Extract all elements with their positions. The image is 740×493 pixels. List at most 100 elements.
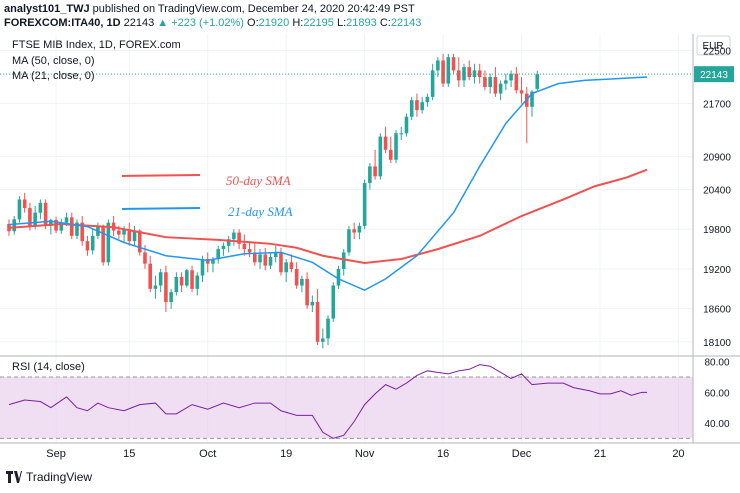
candle-body	[247, 249, 252, 253]
publish-info: analyst101_TWJ published on TradingView.…	[4, 3, 415, 15]
ma50-legend: MA (50, close, 0)	[12, 55, 95, 67]
sma21-legend-line	[121, 207, 201, 210]
time-tick-label: 20	[672, 448, 684, 460]
candle-body	[90, 235, 95, 251]
candle-body	[106, 222, 111, 263]
candle-body	[132, 230, 137, 242]
candle-body	[17, 199, 22, 220]
tradingview-logo[interactable]: TradingView	[6, 470, 92, 484]
change-value: ▲ +223 (+1.02%)	[157, 17, 244, 29]
candle-body	[409, 100, 414, 117]
candle	[488, 73, 492, 94]
candle	[383, 126, 388, 154]
chart-title: FTSE MIB Index, 1D, FOREX.com	[12, 39, 181, 51]
candle	[430, 63, 435, 101]
candle	[493, 67, 498, 97]
candle-body	[305, 278, 309, 306]
candle	[273, 245, 278, 263]
candle-body	[535, 74, 540, 89]
candle	[85, 235, 90, 256]
candle	[164, 265, 168, 312]
candle-body	[258, 254, 262, 263]
candle-body	[477, 70, 482, 78]
candle-body	[232, 232, 236, 240]
candle-body	[205, 259, 210, 264]
candle-body	[211, 259, 215, 264]
price-tick-label: 22500	[703, 47, 731, 58]
candle-body	[326, 318, 330, 339]
candle	[284, 259, 288, 283]
candle-body	[273, 252, 278, 258]
candle	[336, 265, 341, 289]
candle-body	[415, 100, 419, 111]
high-label: H:	[292, 17, 304, 29]
candle-body	[404, 116, 409, 134]
candle	[378, 133, 383, 180]
rsi-tick-label: 40.00	[704, 419, 729, 430]
candle-body	[22, 199, 27, 209]
candle-body	[59, 222, 64, 231]
candle-body	[394, 133, 398, 160]
candle	[509, 70, 513, 87]
candle	[263, 247, 268, 271]
candle	[247, 241, 252, 258]
time-tick-label: 19	[280, 448, 292, 460]
candle-body	[221, 245, 226, 250]
close-label: C:	[379, 17, 391, 29]
candle-body	[85, 241, 90, 251]
candle-body	[467, 67, 472, 78]
candle-body	[446, 57, 451, 84]
last-price-label: 22143	[700, 70, 728, 81]
high-value: 22195	[303, 17, 334, 29]
time-tick-label: Dec	[512, 448, 532, 460]
candle-body	[493, 77, 498, 94]
time-tick-label: 16	[437, 448, 449, 460]
candle	[205, 252, 210, 273]
candle	[394, 129, 398, 164]
candle	[294, 262, 299, 289]
candle-body	[49, 219, 53, 226]
candle	[456, 57, 461, 87]
candle-body	[75, 222, 79, 236]
candle	[462, 63, 466, 87]
candle-body	[352, 229, 356, 233]
candle	[514, 67, 519, 94]
candle-body	[488, 77, 492, 87]
candle-body	[441, 60, 445, 84]
candle	[451, 53, 456, 74]
currency-label: EUR	[702, 41, 723, 52]
candle-body	[315, 302, 320, 342]
time-tick-label: Sep	[46, 448, 66, 460]
candle-body	[117, 230, 121, 235]
candle	[101, 224, 105, 266]
candle	[498, 80, 503, 101]
candle	[519, 77, 524, 104]
tradingview-brand: TradingView	[26, 470, 93, 484]
candle	[158, 268, 163, 293]
open-label: O:	[247, 17, 259, 29]
candle-body	[399, 133, 404, 135]
ma21-line	[8, 76, 648, 291]
price-tick-label: 19200	[703, 265, 731, 276]
candle	[409, 96, 414, 121]
sma21-annotation: 21-day SMA	[228, 204, 293, 219]
candle-body	[263, 254, 268, 266]
candle-body	[284, 262, 288, 273]
candle	[216, 245, 220, 264]
currency-box[interactable]	[696, 35, 731, 56]
candle	[326, 315, 330, 346]
candle	[347, 225, 351, 256]
candle	[399, 126, 404, 140]
candle-body	[153, 285, 158, 289]
candle	[17, 196, 22, 223]
candle-body	[137, 230, 142, 253]
candle-body	[169, 292, 173, 303]
candle	[357, 222, 362, 240]
candle-body	[483, 77, 487, 87]
candle	[12, 216, 17, 235]
candle-body	[122, 229, 126, 235]
candle	[341, 249, 346, 276]
candle-body	[12, 219, 17, 232]
candle	[446, 53, 451, 87]
